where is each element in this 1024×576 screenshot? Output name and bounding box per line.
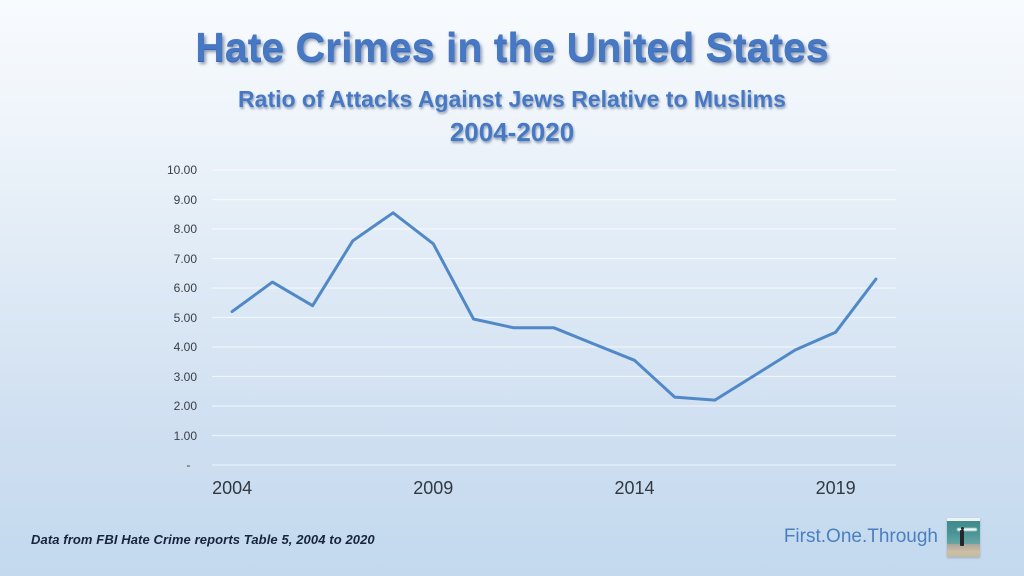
x-tick-label: 2014 [614,478,655,498]
logo-person-head [960,527,964,530]
x-tick-label: 2019 [815,478,856,498]
y-tick-label: 8.00 [173,222,197,236]
y-tick-label: 7.00 [173,251,197,266]
y-tick-label: 3.00 [173,369,197,384]
x-tick-label: 2004 [212,478,253,498]
chart-title: Hate Crimes in the United States [195,24,829,70]
chart-subtitle: Ratio of Attacks Against Jews Relative t… [238,86,786,112]
logo-person-silhouette [960,530,964,546]
data-line-ratio [230,211,878,402]
y-tick-label: - [186,458,197,472]
brand-text: First.One.Through [783,526,938,547]
logo-sand [947,544,980,557]
y-tick-label: 5.00 [173,310,197,325]
y-tick-label: 9.00 [173,192,197,207]
y-tick-label: 2.00 [173,399,197,413]
beach-person-logo [947,518,980,557]
chart-subtitle-years: 2004-2020 [449,117,575,147]
x-tick-label: 2009 [413,478,454,498]
footer-source-note: Data from FBI Hate Crime reports Table 5… [31,532,375,547]
y-tick-label: 10.00 [166,163,197,177]
y-tick-label: 6.00 [173,281,197,295]
y-tick-label: 4.00 [173,340,197,354]
y-tick-label: 1.00 [173,428,197,443]
logo-wave [957,528,977,531]
